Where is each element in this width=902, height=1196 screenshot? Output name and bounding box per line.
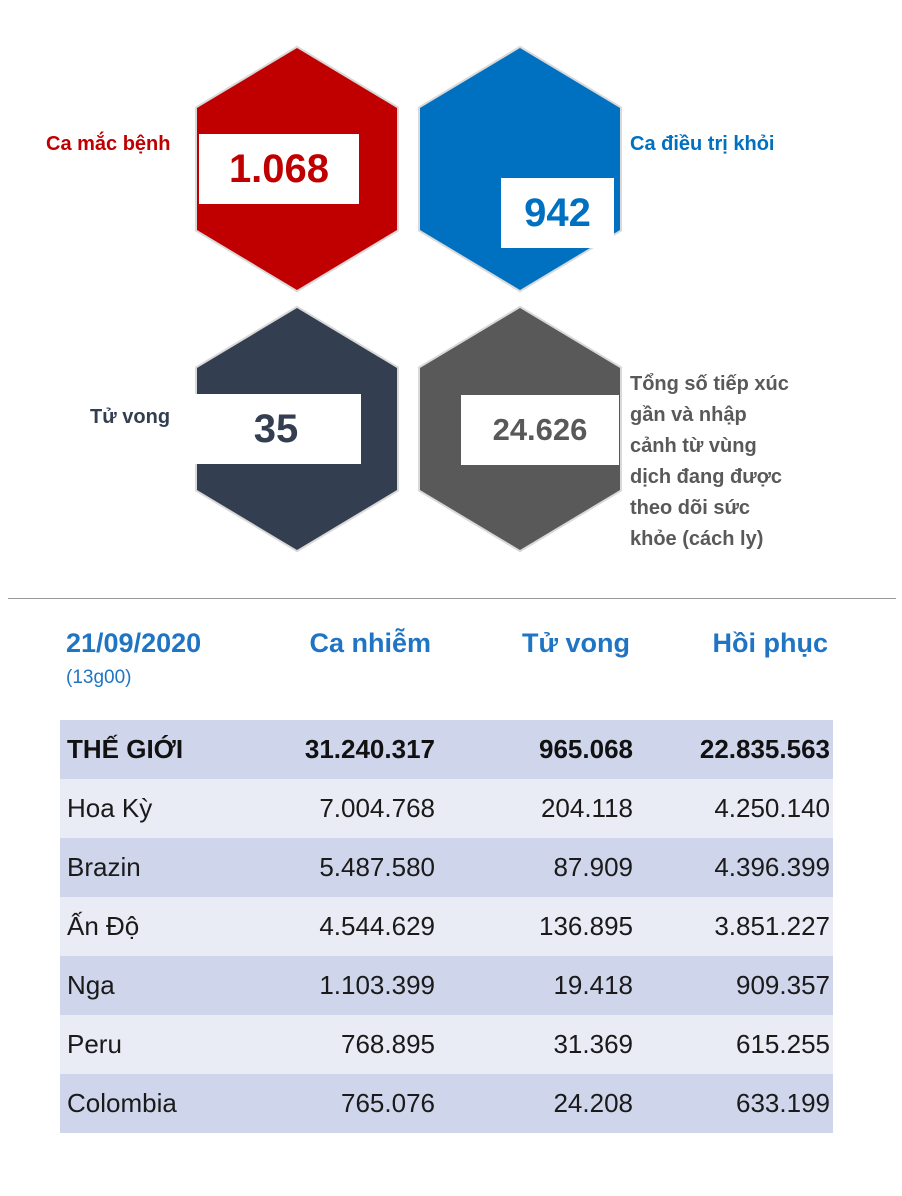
row-name: THẾ GIỚI bbox=[67, 734, 184, 764]
recovered-hexagon: 942 bbox=[414, 44, 626, 294]
row-deaths: 87.909 bbox=[553, 852, 633, 882]
table-row: Peru 768.895 31.369 615.255 bbox=[60, 1015, 833, 1074]
row-infected: 765.076 bbox=[341, 1088, 435, 1118]
row-recovered: 615.255 bbox=[736, 1029, 830, 1059]
table-row: Ấn Độ 4.544.629 136.895 3.851.227 bbox=[60, 897, 833, 956]
covid-stats-table: THẾ GIỚI 31.240.317 965.068 22.835.563 H… bbox=[60, 720, 833, 1133]
row-name: Ấn Độ bbox=[67, 911, 140, 941]
deaths-hexagon: 35 bbox=[191, 304, 403, 554]
table-row: Nga 1.103.399 19.418 909.357 bbox=[60, 956, 833, 1015]
row-name: Brazin bbox=[67, 852, 141, 882]
table-row: Brazin 5.487.580 87.909 4.396.399 bbox=[60, 838, 833, 897]
header-infected: Ca nhiễm bbox=[309, 628, 431, 658]
monitored-label-line: gần và nhập bbox=[630, 404, 747, 426]
row-deaths: 204.118 bbox=[540, 793, 633, 823]
row-recovered: 633.199 bbox=[736, 1088, 830, 1118]
monitored-label-line: dịch đang được bbox=[630, 466, 783, 488]
row-deaths: 31.369 bbox=[553, 1029, 633, 1059]
recovered-hexagon-shape bbox=[418, 45, 622, 293]
header-deaths: Tử vong bbox=[521, 628, 630, 658]
table-row: THẾ GIỚI 31.240.317 965.068 22.835.563 bbox=[60, 720, 833, 779]
row-recovered: 3.851.227 bbox=[714, 911, 830, 941]
row-recovered: 22.835.563 bbox=[699, 734, 830, 764]
section-divider bbox=[8, 598, 896, 599]
row-infected: 7.004.768 bbox=[319, 793, 435, 823]
row-infected: 31.240.317 bbox=[304, 734, 435, 764]
row-deaths: 24.208 bbox=[553, 1088, 633, 1118]
table-time: (13g00) bbox=[66, 667, 132, 688]
monitored-hexagon: 24.626 bbox=[414, 304, 626, 554]
row-name: Colombia bbox=[67, 1088, 177, 1118]
row-deaths: 965.068 bbox=[539, 734, 633, 764]
table-row: Colombia 765.076 24.208 633.199 bbox=[60, 1074, 833, 1133]
row-infected: 4.544.629 bbox=[319, 911, 435, 941]
cases-hexagon: 1.068 bbox=[191, 44, 403, 294]
recovered-value: 942 bbox=[501, 178, 614, 248]
row-deaths: 19.418 bbox=[553, 970, 633, 1000]
table-row: Hoa Kỳ 7.004.768 204.118 4.250.140 bbox=[60, 779, 833, 838]
cases-value: 1.068 bbox=[199, 134, 359, 204]
row-name: Nga bbox=[67, 970, 115, 1000]
row-recovered: 909.357 bbox=[736, 970, 830, 1000]
row-recovered: 4.250.140 bbox=[714, 793, 830, 823]
row-name: Peru bbox=[67, 1029, 122, 1059]
row-recovered: 4.396.399 bbox=[714, 852, 830, 882]
row-infected: 5.487.580 bbox=[319, 852, 435, 882]
monitored-label: Tổng số tiếp xúc gần và nhập cảnh từ vùn… bbox=[630, 369, 789, 555]
recovered-label: Ca điều trị khỏi bbox=[630, 133, 775, 155]
monitored-value: 24.626 bbox=[461, 395, 619, 465]
header-recovered: Hồi phục bbox=[712, 628, 829, 658]
deaths-value: 35 bbox=[191, 394, 361, 464]
monitored-label-line: cảnh từ vùng bbox=[630, 435, 757, 457]
row-infected: 768.895 bbox=[341, 1029, 435, 1059]
table-date: 21/09/2020 bbox=[66, 628, 202, 658]
row-deaths: 136.895 bbox=[539, 911, 633, 941]
row-infected: 1.103.399 bbox=[319, 970, 435, 1000]
monitored-label-line: khỏe (cách ly) bbox=[630, 528, 764, 550]
monitored-label-line: Tổng số tiếp xúc bbox=[630, 373, 789, 395]
monitored-label-line: theo dõi sức bbox=[630, 497, 751, 519]
cases-label: Ca mắc bệnh bbox=[46, 133, 171, 155]
deaths-label: Tử vong bbox=[90, 406, 171, 428]
row-name: Hoa Kỳ bbox=[67, 793, 153, 823]
